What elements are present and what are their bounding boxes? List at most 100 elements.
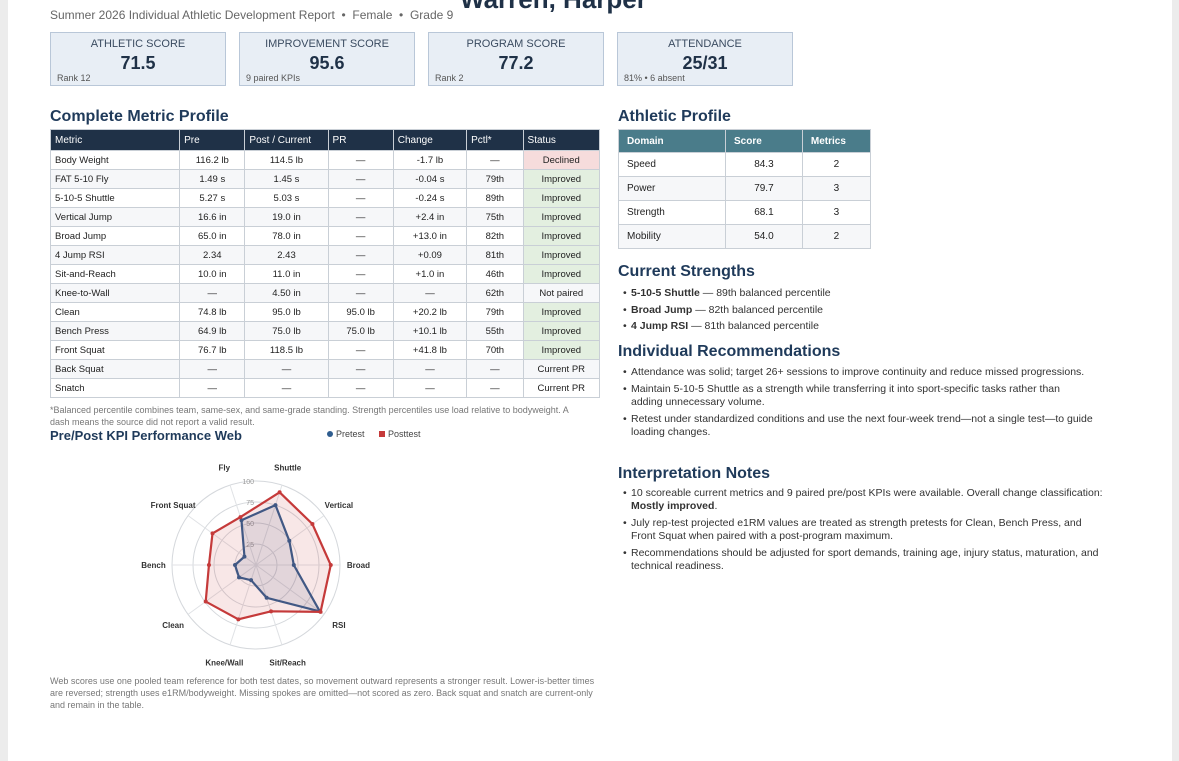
data-point xyxy=(236,617,241,622)
report-subtitle: Summer 2026 Individual Athletic Developm… xyxy=(50,8,454,22)
data-point xyxy=(328,563,333,567)
spoke-label: Bench xyxy=(141,561,166,570)
legend-label: Posttest xyxy=(388,429,421,439)
table-cell: 3 xyxy=(801,200,872,225)
table-cell: 84.3 xyxy=(725,152,803,177)
column-header: Metric xyxy=(49,129,181,151)
recommendation: Attendance was solid; target 26+ session… xyxy=(618,366,1093,379)
table-row: Speed 84.3 2 xyxy=(618,152,872,177)
table-cell: 4 Jump RSI xyxy=(49,245,181,265)
column-header: Score xyxy=(725,129,803,153)
section-title: Individual Recommendations xyxy=(618,343,841,360)
note-text: Recommendations should be adjusted for s… xyxy=(631,547,1099,572)
table-row: FAT 5-10 Fly 1.49 s 1.45 s — -0.04 s 79th Impr… xyxy=(49,169,601,189)
table-row: Strength 68.1 3 xyxy=(618,200,872,225)
report-page: Warren, Harper Summer 2026 Individual At… xyxy=(8,0,1172,761)
table-cell: — xyxy=(327,283,394,303)
column-header: Domain xyxy=(618,129,726,153)
table-cell: Improved xyxy=(522,245,601,265)
card-label: ATTENDANCE xyxy=(668,38,742,50)
table-cell: 70th xyxy=(466,340,524,360)
table-cell: Strength xyxy=(618,200,726,225)
table-row: Mobility 54.0 2 xyxy=(618,224,872,249)
report-title: Summer 2026 Individual Athletic Developm… xyxy=(50,8,335,22)
table-row: 4 Jump RSI 2.34 2.43— +0.09 81th Improved xyxy=(49,245,601,265)
table-cell: — xyxy=(327,226,394,246)
table-cell: 89th xyxy=(466,188,524,208)
table-cell: — xyxy=(327,340,394,360)
athlete-name: Warren, Harper xyxy=(460,0,647,15)
table-cell: Mobility xyxy=(618,224,726,249)
data-point xyxy=(269,609,274,614)
spoke-label: Sit/Reach xyxy=(269,658,306,667)
table-cell: +2.4 in xyxy=(392,207,468,227)
column-header: Post / Current xyxy=(244,129,329,151)
table-cell: 1.49 s xyxy=(179,169,246,189)
strength-item: 4 Jump RSI — 81th balanced percentile xyxy=(618,318,1098,335)
data-point xyxy=(277,490,282,495)
table-cell: — xyxy=(327,359,394,379)
header-row: Metric Pre Post / Current PR Change Pctl* Stat… xyxy=(49,129,601,151)
table-cell: 68.1 xyxy=(725,200,803,225)
card-note: Rank 2 xyxy=(435,73,464,83)
table-cell: 1.45 s xyxy=(244,169,329,189)
score-card: PROGRAM SCORE 77.2 Rank 2 xyxy=(428,32,604,86)
table-cell: 81th xyxy=(466,245,524,265)
table-cell: Improved xyxy=(522,321,601,341)
table-cell: -0.24 s xyxy=(392,188,468,208)
table-cell: — xyxy=(466,150,524,170)
table-cell: Current PR xyxy=(522,359,601,379)
column-header: Status xyxy=(522,129,601,151)
table-row: Bench Press 64.9 lb 75.0 lb 75.0 lb +10.1 lb… xyxy=(49,321,601,341)
table-cell: 11.0 in xyxy=(244,264,329,284)
strengths-list: 5-10-5 Shuttle — 89th balanced percentil… xyxy=(618,285,1098,335)
column-header: Pre xyxy=(179,129,246,151)
card-note: Rank 12 xyxy=(57,73,91,83)
column-header: Metrics xyxy=(801,129,872,153)
spoke xyxy=(255,564,283,646)
section-title: Athletic Profile xyxy=(618,108,731,125)
table-cell: Sit-and-Reach xyxy=(49,264,181,284)
table-cell: 79.7 xyxy=(725,176,803,201)
card-value: 77.2 xyxy=(498,53,534,73)
table-cell: — xyxy=(327,188,394,208)
strength-item: 5-10-5 Shuttle — 89th balanced percentil… xyxy=(618,285,1098,302)
data-point xyxy=(206,563,211,567)
sex: Female xyxy=(352,8,393,22)
table-row: Back Squat — — — — — Current PR xyxy=(49,359,601,379)
table-cell: FAT 5-10 Fly xyxy=(49,169,181,189)
table-cell: 3 xyxy=(801,176,872,201)
table-cell: Clean xyxy=(49,302,181,322)
data-point xyxy=(273,503,278,508)
table-cell: — xyxy=(179,283,246,303)
notes-list: 10 scoreable current metrics and 9 paire… xyxy=(618,487,1108,577)
table-cell: 5-10-5 Shuttle xyxy=(49,188,181,208)
table-cell: Improved xyxy=(522,340,601,360)
card-value: 25/31 xyxy=(682,53,728,73)
table-cell: +1.0 in xyxy=(392,264,468,284)
table-cell: Knee-to-Wall xyxy=(49,283,181,303)
table-cell: 79th xyxy=(466,302,524,322)
data-point xyxy=(287,538,292,543)
spoke-label: Vertical xyxy=(325,501,353,510)
table-cell: Broad Jump xyxy=(49,226,181,246)
table-row: Power 79.7 3 xyxy=(618,176,872,201)
table-cell: Snatch xyxy=(49,378,181,398)
spoke-label: Shuttle xyxy=(274,464,302,473)
table-cell: +0.09 xyxy=(392,245,468,265)
table-cell: Improved xyxy=(522,169,601,189)
card-value: 71.5 xyxy=(120,53,156,73)
table-cell: 114.5 lb xyxy=(244,150,329,170)
data-point xyxy=(249,578,254,583)
table-cell: Improved xyxy=(522,226,601,246)
table-cell: Improved xyxy=(522,264,601,284)
note-item: 10 scoreable current metrics and 9 paire… xyxy=(618,487,1108,513)
table-cell: — xyxy=(392,283,468,303)
table-cell: — xyxy=(327,150,394,170)
table-cell: 95.0 lb xyxy=(244,302,329,322)
table-cell: 4.50 in xyxy=(244,283,329,303)
table-cell: 95.0 lb xyxy=(327,302,394,322)
note-item: Recommendations should be adjusted for s… xyxy=(618,547,1108,573)
table-cell: Back Squat xyxy=(49,359,181,379)
